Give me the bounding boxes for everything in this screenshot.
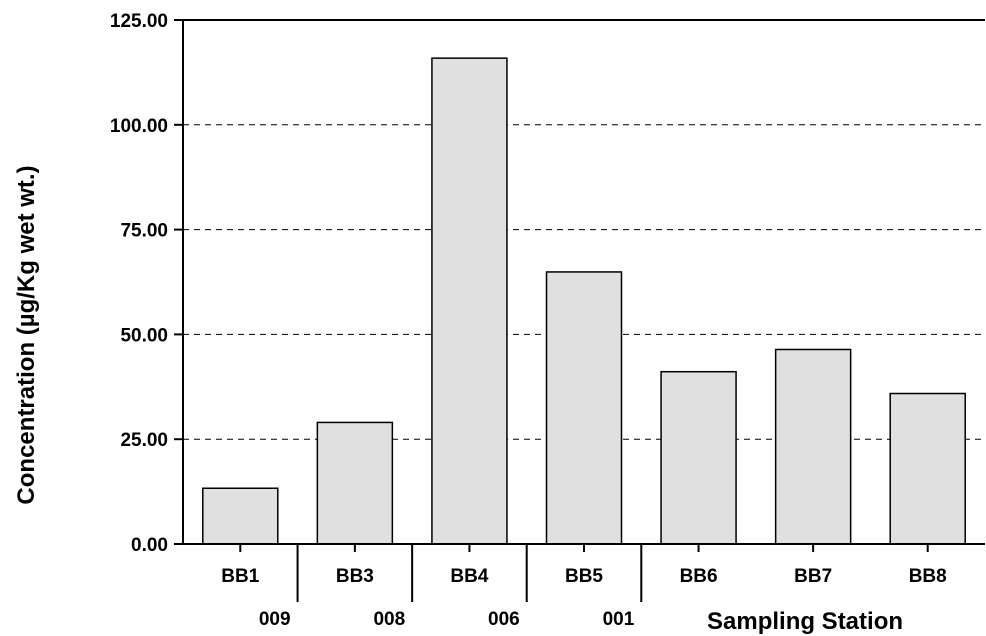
bar-bb1 <box>203 488 278 544</box>
y-tick-label: 0.00 <box>131 535 168 556</box>
bars <box>203 58 965 544</box>
x-category-label: BB1 <box>221 566 259 587</box>
x-category-label: BB3 <box>336 566 374 587</box>
y-tick-label: 25.00 <box>120 430 168 451</box>
x-category-label: BB4 <box>450 566 488 587</box>
y-axis-ticks: 0.00 25.00 50.00 75.00 100.00 125.00 <box>110 11 183 556</box>
x-axis-categories: BB1 BB3 BB4 BB5 BB6 BB7 BB8 <box>221 544 946 587</box>
group-label: 009 <box>259 609 291 630</box>
x-category-label: BB8 <box>909 566 947 587</box>
bar-bb4 <box>432 58 507 544</box>
y-tick-label: 125.00 <box>110 11 168 32</box>
bar-bb7 <box>776 349 851 544</box>
y-tick-label: 100.00 <box>110 116 168 137</box>
y-axis-title: Concentration (µg/Kg wet wt.) <box>13 165 40 504</box>
x-axis-title: Sampling Station <box>707 608 903 635</box>
x-category-label: BB7 <box>794 566 832 587</box>
bar-bb5 <box>547 272 622 544</box>
bar-bb8 <box>890 394 965 544</box>
x-category-label: BB5 <box>565 566 603 587</box>
x-category-label: BB6 <box>680 566 718 587</box>
station-group-labels: 009 008 006 001 <box>259 544 641 630</box>
bar-bb3 <box>317 422 392 544</box>
y-tick-label: 50.00 <box>120 325 168 346</box>
bar-bb6 <box>661 372 736 544</box>
y-tick-label: 75.00 <box>120 221 168 242</box>
group-label: 001 <box>603 609 635 630</box>
group-label: 008 <box>373 609 405 630</box>
group-label: 006 <box>488 609 520 630</box>
